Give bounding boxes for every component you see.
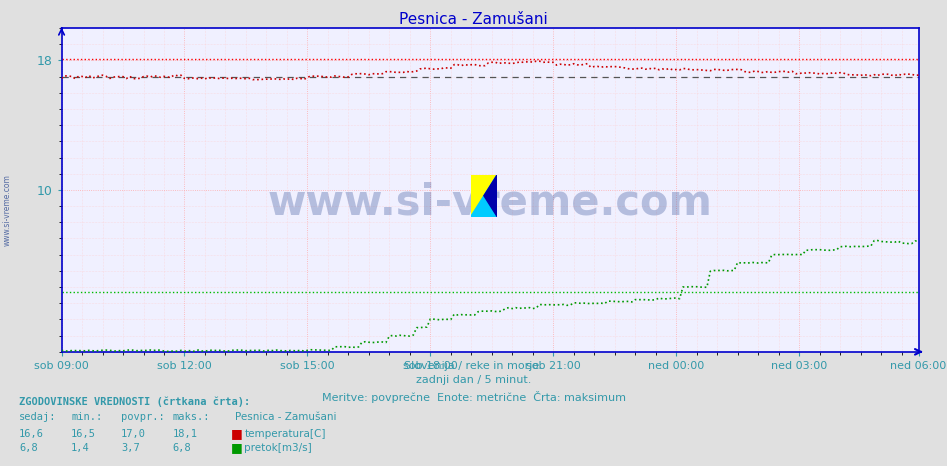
Polygon shape — [484, 175, 497, 217]
Text: ZGODOVINSKE VREDNOSTI (črtkana črta):: ZGODOVINSKE VREDNOSTI (črtkana črta): — [19, 397, 250, 407]
Text: sedaj:: sedaj: — [19, 412, 57, 422]
Text: pretok[m3/s]: pretok[m3/s] — [244, 443, 313, 452]
Text: maks.:: maks.: — [172, 412, 210, 422]
Text: ■: ■ — [231, 427, 242, 439]
Text: Pesnica - Zamušani: Pesnica - Zamušani — [235, 412, 336, 422]
Text: 6,8: 6,8 — [172, 443, 191, 452]
Text: min.:: min.: — [71, 412, 102, 422]
Text: temperatura[C]: temperatura[C] — [244, 429, 326, 439]
Text: 16,5: 16,5 — [71, 429, 96, 439]
Text: 17,0: 17,0 — [121, 429, 146, 439]
Text: ■: ■ — [231, 441, 242, 453]
Text: Pesnica - Zamušani: Pesnica - Zamušani — [399, 12, 548, 27]
Text: 18,1: 18,1 — [172, 429, 197, 439]
Polygon shape — [471, 175, 497, 217]
Text: 6,8: 6,8 — [19, 443, 38, 452]
Text: povpr.:: povpr.: — [121, 412, 165, 422]
Text: 3,7: 3,7 — [121, 443, 140, 452]
Text: 1,4: 1,4 — [71, 443, 90, 452]
Text: www.si-vreme.com: www.si-vreme.com — [3, 174, 12, 246]
Text: Meritve: povprečne  Enote: metrične  Črta: maksimum: Meritve: povprečne Enote: metrične Črta:… — [321, 391, 626, 403]
Text: 16,6: 16,6 — [19, 429, 44, 439]
Text: Slovenija / reke in morje.: Slovenija / reke in morje. — [404, 361, 543, 371]
Text: www.si-vreme.com: www.si-vreme.com — [268, 182, 712, 224]
Text: zadnji dan / 5 minut.: zadnji dan / 5 minut. — [416, 375, 531, 385]
Polygon shape — [471, 175, 497, 217]
